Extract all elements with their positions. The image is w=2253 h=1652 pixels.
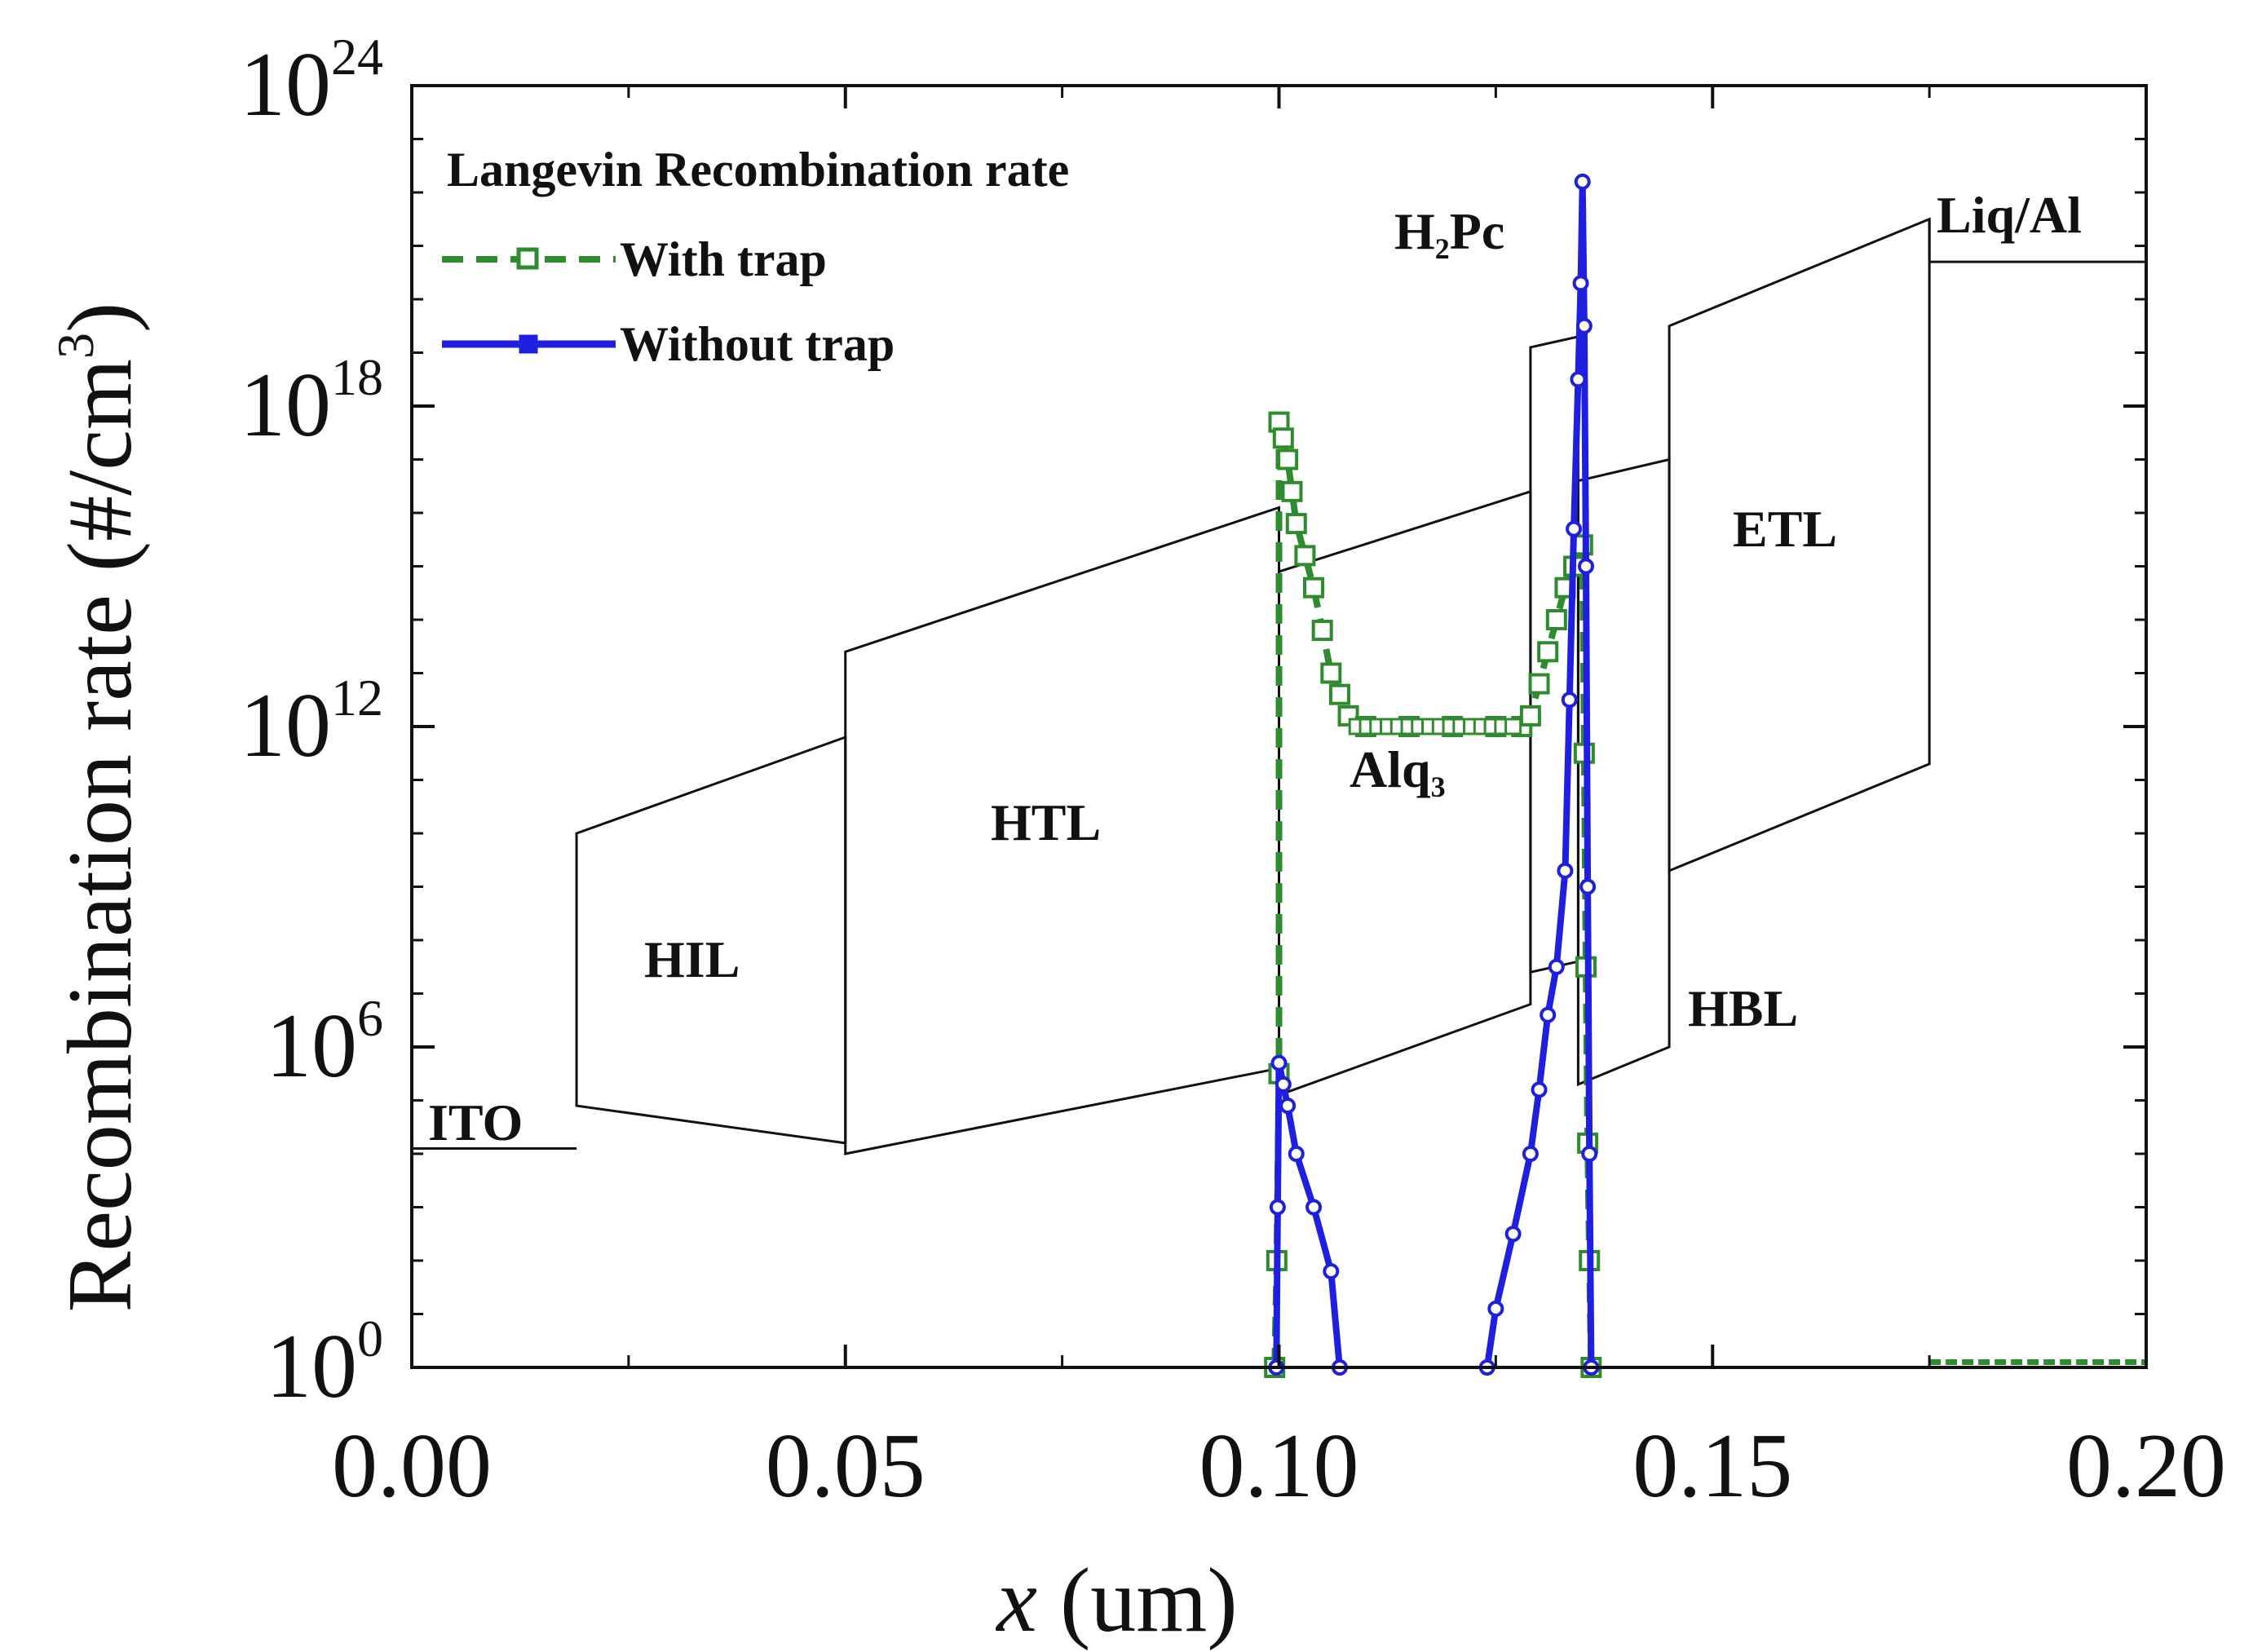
x-axis-title-unit: (um) bbox=[1037, 1550, 1238, 1651]
x-axis-title: x (um) bbox=[995, 1550, 1237, 1651]
layer-label-hil: HIL bbox=[644, 930, 740, 988]
layer-labels: ITO HIL HTL Alq3 H2Pc HBL ETL Liq/Al bbox=[428, 186, 2082, 1151]
y-tick-label-exponent: 0 bbox=[357, 1310, 383, 1367]
without-trap-b-point-12 bbox=[1574, 173, 1591, 190]
h2pc-h: H bbox=[1394, 202, 1435, 260]
with-trap-plateau-point bbox=[1504, 718, 1522, 735]
y-tick-label-base: 10 bbox=[266, 1316, 357, 1417]
x-tick-label-4: 0.20 bbox=[2066, 1416, 2226, 1517]
y-axis-title-main: Recombination rate (#/cm bbox=[50, 359, 151, 1312]
h2pc-sub: 2 bbox=[1435, 232, 1450, 265]
axes bbox=[410, 84, 2148, 1369]
with-trap-point-8 bbox=[1294, 545, 1316, 567]
with-trap-point-21 bbox=[1537, 641, 1559, 663]
without-trap-b-point-8 bbox=[1561, 691, 1578, 709]
y-tick-label-3: 1018 bbox=[240, 348, 383, 456]
y-tick-label-2: 1012 bbox=[240, 669, 383, 776]
legend-with-trap-marker bbox=[516, 247, 539, 270]
layer-label-ito: ITO bbox=[428, 1093, 523, 1151]
alq3-main: Alq bbox=[1350, 740, 1431, 798]
without-trap-b-point-11 bbox=[1572, 275, 1589, 292]
y-axis-title-close: ) bbox=[50, 303, 151, 333]
y-tick-label-base: 10 bbox=[240, 34, 331, 135]
with-trap-point-7 bbox=[1285, 513, 1307, 535]
layer-label-hbl: HBL bbox=[1688, 979, 1798, 1037]
with-trap-point-20 bbox=[1528, 673, 1550, 695]
x-tick-label-2: 0.10 bbox=[1199, 1416, 1359, 1517]
without-trap-a-point-2 bbox=[1270, 1054, 1288, 1071]
without-trap-b-point-13 bbox=[1575, 317, 1593, 334]
layer-label-etl: ETL bbox=[1733, 500, 1837, 558]
without-trap-b-point-1 bbox=[1487, 1300, 1504, 1317]
series-layer bbox=[1264, 173, 2146, 1378]
layer-label-htl: HTL bbox=[991, 793, 1101, 851]
y-axis-title-sup: 3 bbox=[46, 333, 104, 359]
without-trap-b-point-6 bbox=[1548, 958, 1565, 975]
x-tick-label-3: 0.15 bbox=[1632, 1416, 1792, 1517]
with-trap-point-19 bbox=[1519, 705, 1541, 727]
band-etl bbox=[1668, 217, 1931, 873]
y-tick-label-exponent: 12 bbox=[331, 669, 383, 727]
y-tick-label-1: 106 bbox=[266, 989, 383, 1097]
x-tick-label-1: 0.05 bbox=[766, 1416, 925, 1517]
with-trap-point-5 bbox=[1277, 448, 1299, 470]
legend-with-trap-label: With trap bbox=[620, 232, 827, 286]
layer-label-liqal: Liq/Al bbox=[1937, 186, 2082, 244]
h2pc-pc: Pc bbox=[1450, 202, 1505, 260]
with-trap-point-10 bbox=[1311, 620, 1333, 642]
y-tick-label-0: 100 bbox=[266, 1310, 383, 1417]
without-trap-b-point-9 bbox=[1566, 520, 1583, 537]
without-trap-b-point-2 bbox=[1504, 1226, 1522, 1243]
legend-without-trap-marker bbox=[519, 334, 538, 354]
without-trap-b-point-10 bbox=[1570, 371, 1587, 388]
y-tick-label-base: 10 bbox=[240, 675, 331, 776]
y-tick-label-base: 10 bbox=[266, 996, 357, 1097]
without-trap-b-line bbox=[1483, 178, 1595, 1368]
y-tick-label-exponent: 6 bbox=[357, 989, 383, 1047]
y-tick-label-exponent: 18 bbox=[331, 348, 383, 406]
without-trap-a-point-4 bbox=[1279, 1098, 1297, 1115]
without-trap-b-point-5 bbox=[1540, 1006, 1557, 1023]
without-trap-b-point-4 bbox=[1531, 1081, 1548, 1098]
alq3-sub: 3 bbox=[1431, 771, 1446, 803]
with-trap-point-4 bbox=[1272, 427, 1294, 449]
legend: Langevin Recombination rate With trap Wi… bbox=[442, 143, 1069, 371]
without-trap-b-point-15 bbox=[1579, 878, 1597, 895]
with-trap-point-12 bbox=[1328, 683, 1350, 705]
y-axis-title: Recombination rate (#/cm3) bbox=[46, 303, 151, 1313]
without-trap-b-point-3 bbox=[1522, 1146, 1539, 1162]
without-trap-a-point-3 bbox=[1274, 1076, 1292, 1093]
without-trap-a-point-5 bbox=[1288, 1146, 1305, 1162]
x-tick-label-0: 0.00 bbox=[332, 1416, 492, 1517]
with-trap-point-9 bbox=[1303, 576, 1325, 599]
y-tick-label-4: 1024 bbox=[240, 28, 383, 135]
y-tick-label-exponent: 24 bbox=[331, 28, 383, 86]
layer-label-h2pc: H2Pc bbox=[1394, 202, 1504, 265]
y-tick-label-base: 10 bbox=[240, 355, 331, 456]
without-trap-b-point-7 bbox=[1557, 862, 1574, 879]
band-hbl bbox=[1576, 457, 1671, 1087]
legend-title: Langevin Recombination rate bbox=[447, 143, 1069, 197]
x-axis-title-variable: x bbox=[995, 1550, 1037, 1651]
with-trap-point-11 bbox=[1320, 662, 1342, 684]
with-trap-point-22 bbox=[1545, 609, 1567, 630]
layer-label-alq3: Alq3 bbox=[1350, 740, 1446, 803]
y-axis-title-group: Recombination rate (#/cm3) bbox=[46, 303, 151, 1313]
without-trap-b-point-16 bbox=[1581, 1146, 1598, 1162]
without-trap-a-point-6 bbox=[1305, 1199, 1323, 1216]
with-trap-point-6 bbox=[1281, 480, 1303, 502]
legend-without-trap-label: Without trap bbox=[620, 317, 895, 371]
without-trap-a-point-1 bbox=[1269, 1199, 1286, 1216]
without-trap-b-point-14 bbox=[1577, 558, 1594, 575]
without-trap-a-point-7 bbox=[1323, 1263, 1340, 1280]
